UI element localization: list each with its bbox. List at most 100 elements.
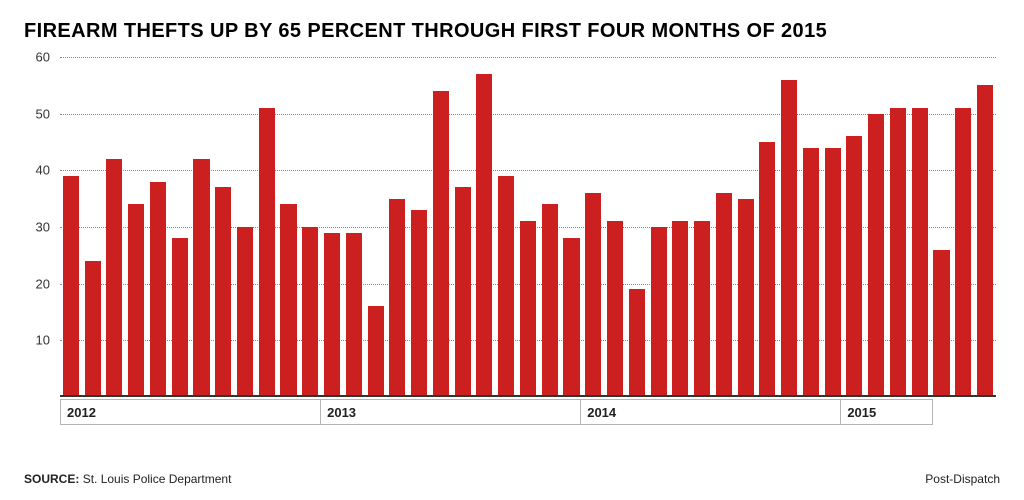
bar (411, 210, 427, 397)
bar (781, 80, 797, 397)
bar-cell (495, 57, 517, 397)
bar-cell (648, 57, 670, 397)
chart-area: 102030405060 2012201320142015 (24, 57, 1000, 437)
bar-series (60, 57, 996, 397)
bar (346, 233, 362, 397)
bar (85, 261, 101, 397)
bar (324, 233, 340, 397)
bar (977, 85, 993, 397)
bar-cell (169, 57, 191, 397)
bar (259, 108, 275, 397)
source-label: SOURCE: (24, 472, 79, 486)
bar (150, 182, 166, 397)
y-axis-labels: 102030405060 (24, 57, 56, 397)
bar-cell (365, 57, 387, 397)
y-tick-label: 30 (36, 220, 50, 235)
bar-cell (321, 57, 343, 397)
bar (890, 108, 906, 397)
bar-cell (60, 57, 82, 397)
bar (172, 238, 188, 397)
bar (846, 136, 862, 397)
bar-cell (147, 57, 169, 397)
bar-cell (343, 57, 365, 397)
bar (607, 221, 623, 397)
bar-cell (931, 57, 953, 397)
source-line: SOURCE: St. Louis Police Department (24, 472, 231, 486)
bar (694, 221, 710, 397)
bar-cell (561, 57, 583, 397)
bar (542, 204, 558, 397)
bar (63, 176, 79, 397)
bar (933, 250, 949, 397)
bar (433, 91, 449, 397)
bar-cell (452, 57, 474, 397)
bar-cell (604, 57, 626, 397)
bar-cell (844, 57, 866, 397)
bar (738, 199, 754, 397)
bar (520, 221, 536, 397)
x-tick-cell: 2015 (840, 399, 932, 425)
bar (629, 289, 645, 397)
bar (716, 193, 732, 397)
bar-cell (669, 57, 691, 397)
bar (237, 227, 253, 397)
credit: Post-Dispatch (925, 472, 1000, 486)
bar (803, 148, 819, 397)
bar (106, 159, 122, 397)
bar (128, 204, 144, 397)
bar-cell (778, 57, 800, 397)
bar-cell (278, 57, 300, 397)
bar-cell (82, 57, 104, 397)
x-axis-line (60, 395, 996, 397)
bar-cell (256, 57, 278, 397)
bar-cell (822, 57, 844, 397)
bar-cell (408, 57, 430, 397)
bar-cell (713, 57, 735, 397)
bar-cell (887, 57, 909, 397)
bar-cell (191, 57, 213, 397)
bar (585, 193, 601, 397)
bar-cell (430, 57, 452, 397)
bar-cell (539, 57, 561, 397)
bar (389, 199, 405, 397)
x-tick-cell: 2012 (60, 399, 320, 425)
bar (759, 142, 775, 397)
bar-cell (299, 57, 321, 397)
bar (193, 159, 209, 397)
bar (368, 306, 384, 397)
bar-cell (234, 57, 256, 397)
bar (302, 227, 318, 397)
bar (455, 187, 471, 397)
bar-cell (691, 57, 713, 397)
x-tick-cell: 2013 (320, 399, 580, 425)
y-tick-label: 60 (36, 50, 50, 65)
bar-cell (909, 57, 931, 397)
plot-region (60, 57, 996, 397)
bar-cell (757, 57, 779, 397)
bar-cell (800, 57, 822, 397)
bar (868, 114, 884, 397)
bar-cell (125, 57, 147, 397)
bar (498, 176, 514, 397)
y-tick-label: 50 (36, 106, 50, 121)
y-tick-label: 20 (36, 276, 50, 291)
bar-cell (582, 57, 604, 397)
chart-title: FIREARM THEFTS UP BY 65 PERCENT THROUGH … (24, 20, 1000, 43)
bar-cell (104, 57, 126, 397)
bar (651, 227, 667, 397)
bar-cell (386, 57, 408, 397)
bar (955, 108, 971, 397)
bar (476, 74, 492, 397)
source-text: St. Louis Police Department (83, 472, 232, 486)
bar-cell (974, 57, 996, 397)
y-tick-label: 10 (36, 333, 50, 348)
y-tick-label: 40 (36, 163, 50, 178)
bar (215, 187, 231, 397)
bar-cell (952, 57, 974, 397)
x-axis-band: 2012201320142015 (60, 399, 996, 425)
bar (280, 204, 296, 397)
bar-cell (865, 57, 887, 397)
bar-cell (626, 57, 648, 397)
bar-cell (212, 57, 234, 397)
bar-cell (517, 57, 539, 397)
